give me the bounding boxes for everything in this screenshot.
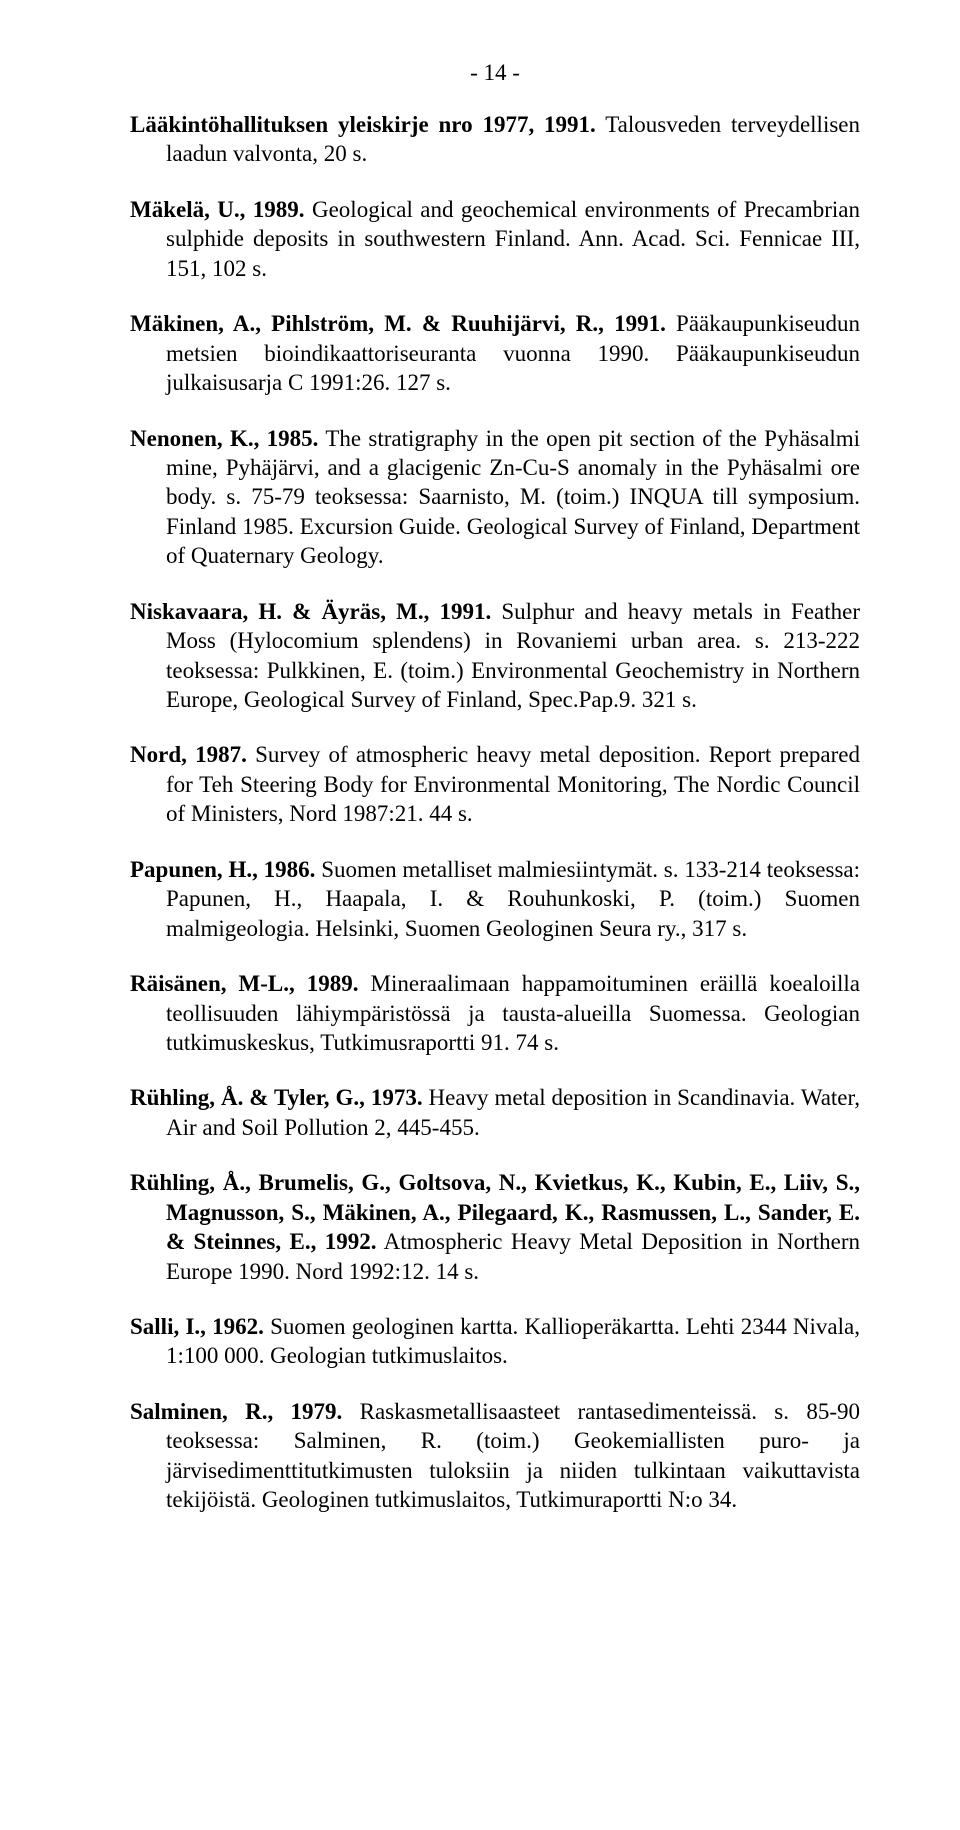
bibliography-entry: Nenonen, K., 1985. The stratigraphy in t…: [130, 424, 860, 571]
bibliography-entry: Mäkinen, A., Pihlström, M. & Ruuhijärvi,…: [130, 309, 860, 397]
bibliography-entry: Salli, I., 1962. Suomen geologinen kartt…: [130, 1312, 860, 1371]
bibliography-entry: Salminen, R., 1979. Raskasmetallisaastee…: [130, 1397, 860, 1515]
bibliography-entry: Niskavaara, H. & Äyräs, M., 1991. Sulphu…: [130, 597, 860, 715]
bibliography-entry: Nord, 1987. Survey of atmospheric heavy …: [130, 740, 860, 828]
document-page: - 14 - Lääkintöhallituksen yleiskirje nr…: [0, 0, 960, 1621]
bibliography-entry: Papunen, H., 1986. Suomen metalliset mal…: [130, 855, 860, 943]
bibliography-list: Lääkintöhallituksen yleiskirje nro 1977,…: [130, 110, 860, 1515]
page-number: - 14 -: [130, 60, 860, 86]
bibliography-entry: Rühling, Å. & Tyler, G., 1973. Heavy met…: [130, 1083, 860, 1142]
bibliography-entry: Rühling, Å., Brumelis, G., Goltsova, N.,…: [130, 1168, 860, 1286]
bibliography-entry: Räisänen, M-L., 1989. Mineraalimaan happ…: [130, 969, 860, 1057]
bibliography-entry: Lääkintöhallituksen yleiskirje nro 1977,…: [130, 110, 860, 169]
bibliography-entry: Mäkelä, U., 1989. Geological and geochem…: [130, 195, 860, 283]
